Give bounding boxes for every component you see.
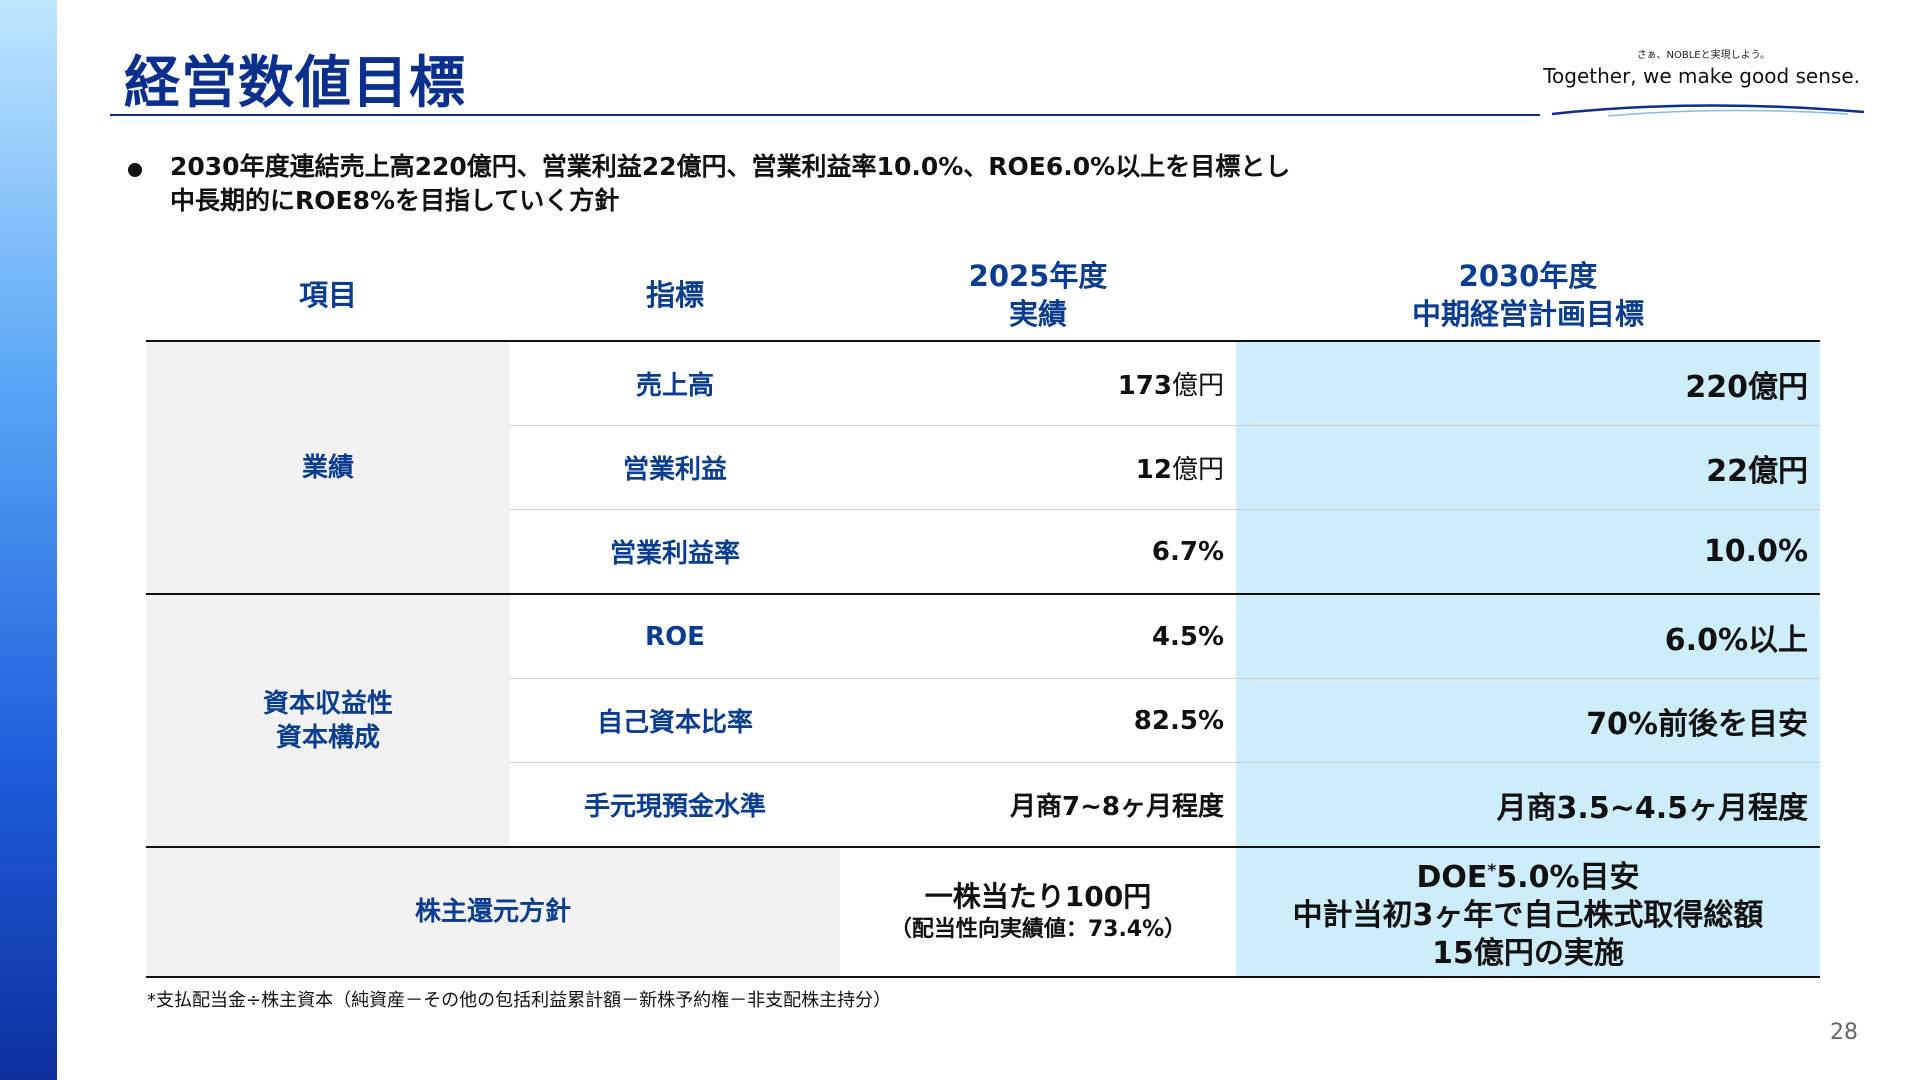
table-header-row: 項目 指標 2025年度 実績 2030年度 中期経営計画目標 [146,250,1820,342]
targets-table: 項目 指標 2025年度 実績 2030年度 中期経営計画目標 業績 売上高 1… [146,250,1820,978]
shareholder-actual-line2: （配当性向実績値：73.4%） [889,917,1187,942]
doe-footnote-mark: * [1487,860,1497,881]
header-item: 項目 [146,250,510,342]
indicator-cell: 営業利益 [510,425,840,510]
actual-unit: 億円 [1171,455,1224,485]
category-capital-line2: 資本構成 [275,722,380,753]
actual-number: 6.7% [1151,536,1224,567]
actual-cell: 12億円 [840,425,1236,510]
footnote: *支払配当金÷株主資本（純資産－その他の包括利益累計額－新株予約権－非支配株主持… [147,990,892,1011]
actual-number: 173 [1117,371,1172,401]
shareholder-actual-line1: 一株当たり100円 [924,880,1152,913]
bullet-dot-icon [128,163,142,177]
table-row: 株主還元方針 一株当たり100円 （配当性向実績値：73.4%） DOE*5.0… [146,846,1820,978]
header-actual-line1: 2025年度 [968,259,1108,293]
header-actual-line2: 実績 [1008,297,1067,331]
category-shareholder-return: 株主還元方針 [146,846,840,978]
table-row: 自己資本比率 82.5% 70%前後を目安 [146,678,1820,763]
shareholder-target-cell: DOE*5.0%目安 中計当初3ヶ年で自己株式取得総額 15億円の実施 [1236,846,1820,978]
header-target: 2030年度 中期経営計画目標 [1236,250,1820,342]
shareholder-target-line3: 15億円の実施 [1432,935,1624,971]
actual-unit: 億円 [1171,371,1224,401]
header-target-line2: 中期経営計画目標 [1411,297,1644,331]
table-row: 営業利益 12億円 22億円 [146,425,1820,510]
actual-cell: 4.5% [840,593,1236,679]
shareholder-target-line2: 中計当初3ヶ年で自己株式取得総額 [1292,897,1764,933]
header-actual: 2025年度 実績 [840,250,1236,342]
actual-cell: 6.7% [840,509,1236,594]
header-target-line1: 2030年度 [1458,259,1598,293]
indicator-cell: 営業利益率 [510,509,840,594]
target-cell: 220億円 [1236,341,1820,426]
doe-target: 5.0%目安 [1496,859,1640,895]
page-title: 経営数値目標 [124,51,466,116]
actual-cell: 月商7~8ヶ月程度 [840,762,1236,847]
table-row: 資本収益性 資本構成 ROE 4.5% 6.0%以上 [146,593,1820,847]
lead-line-2: 中長期的にROE8%を目指していく方針 [170,186,620,215]
table-row: 営業利益率 6.7% 10.0% [146,509,1820,594]
target-cell: 月商3.5~4.5ヶ月程度 [1236,762,1820,847]
target-cell: 6.0%以上 [1236,593,1820,679]
lead-line-1: 2030年度連結売上高220億円、営業利益22億円、営業利益率10.0%、ROE… [170,152,1291,181]
logo-tagline-small: さぁ、NOBLEと実現しよう。 [1636,50,1770,61]
actual-cell: 173億円 [840,341,1236,426]
category-capital-line1: 資本収益性 [262,688,393,719]
target-cell: 10.0% [1236,509,1820,594]
category-performance: 業績 [146,341,510,594]
header-indicator: 指標 [510,250,840,342]
logo-tagline-main: Together, we make good sense. [1543,64,1860,88]
actual-number: 12 [1135,455,1172,485]
side-gradient-bar [0,0,57,1080]
shareholder-target-line1: DOE*5.0%目安 [1236,852,1820,897]
target-cell: 70%前後を目安 [1236,678,1820,763]
doe-label: DOE [1416,859,1488,895]
indicator-cell: ROE [510,593,840,679]
shareholder-actual-cell: 一株当たり100円 （配当性向実績値：73.4%） [840,846,1236,978]
page-number: 28 [1830,1020,1858,1045]
actual-cell: 82.5% [840,678,1236,763]
company-logo: さぁ、NOBLEと実現しよう。 Together, we make good s… [1543,44,1868,124]
target-cell: 22億円 [1236,425,1820,510]
table-row: 業績 売上高 173億円 220億円 [146,341,1820,594]
logo-swoosh-icon [1551,104,1865,117]
indicator-cell: 手元現預金水準 [510,762,840,847]
indicator-cell: 売上高 [510,341,840,426]
table-row: 手元現預金水準 月商7~8ヶ月程度 月商3.5~4.5ヶ月程度 [146,762,1820,847]
indicator-cell: 自己資本比率 [510,678,840,763]
title-underline [110,114,1540,116]
lead-text: 2030年度連結売上高220億円、営業利益22億円、営業利益率10.0%、ROE… [170,150,1290,218]
category-capital: 資本収益性 資本構成 [146,593,510,847]
